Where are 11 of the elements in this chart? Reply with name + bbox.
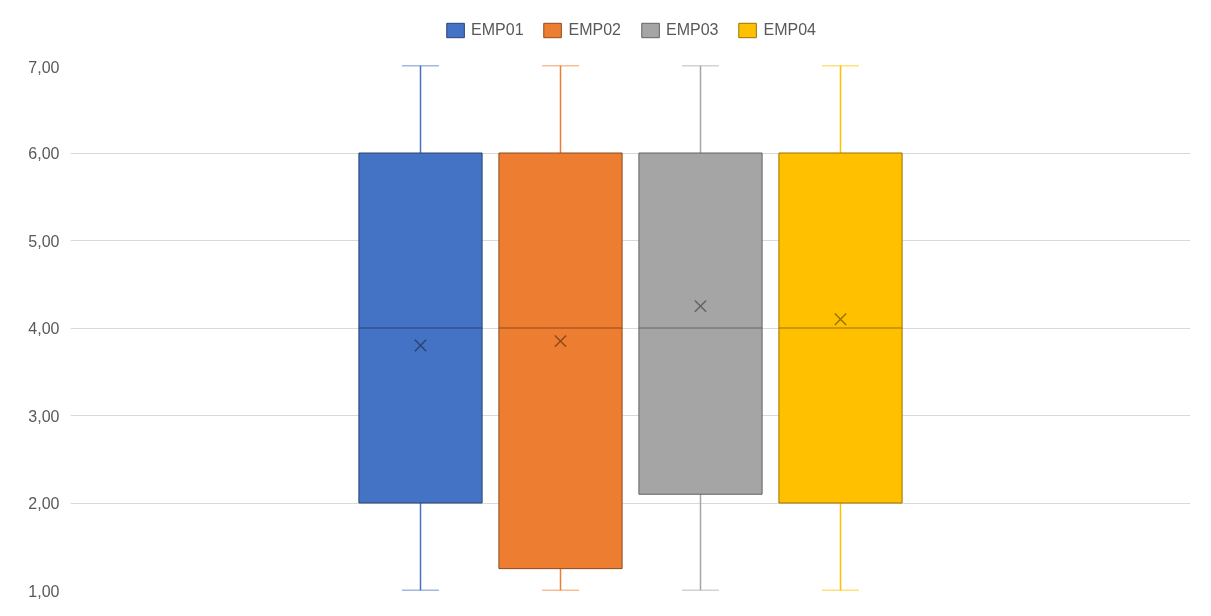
y-tick-label: 3,00 xyxy=(28,407,60,425)
legend-label: EMP01 xyxy=(471,21,524,39)
legend-label: EMP03 xyxy=(666,21,719,39)
y-tick-label: 6,00 xyxy=(28,145,60,162)
y-tick-label: 5,00 xyxy=(28,232,60,250)
legend-label: EMP02 xyxy=(568,21,621,39)
y-tick-label: 4,00 xyxy=(28,320,60,337)
y-tick-label: 7,00 xyxy=(28,58,60,76)
y-tick-label: 1,00 xyxy=(28,582,60,600)
y-tick-label: 2,00 xyxy=(28,495,60,512)
legend-label: EMP04 xyxy=(763,21,816,39)
